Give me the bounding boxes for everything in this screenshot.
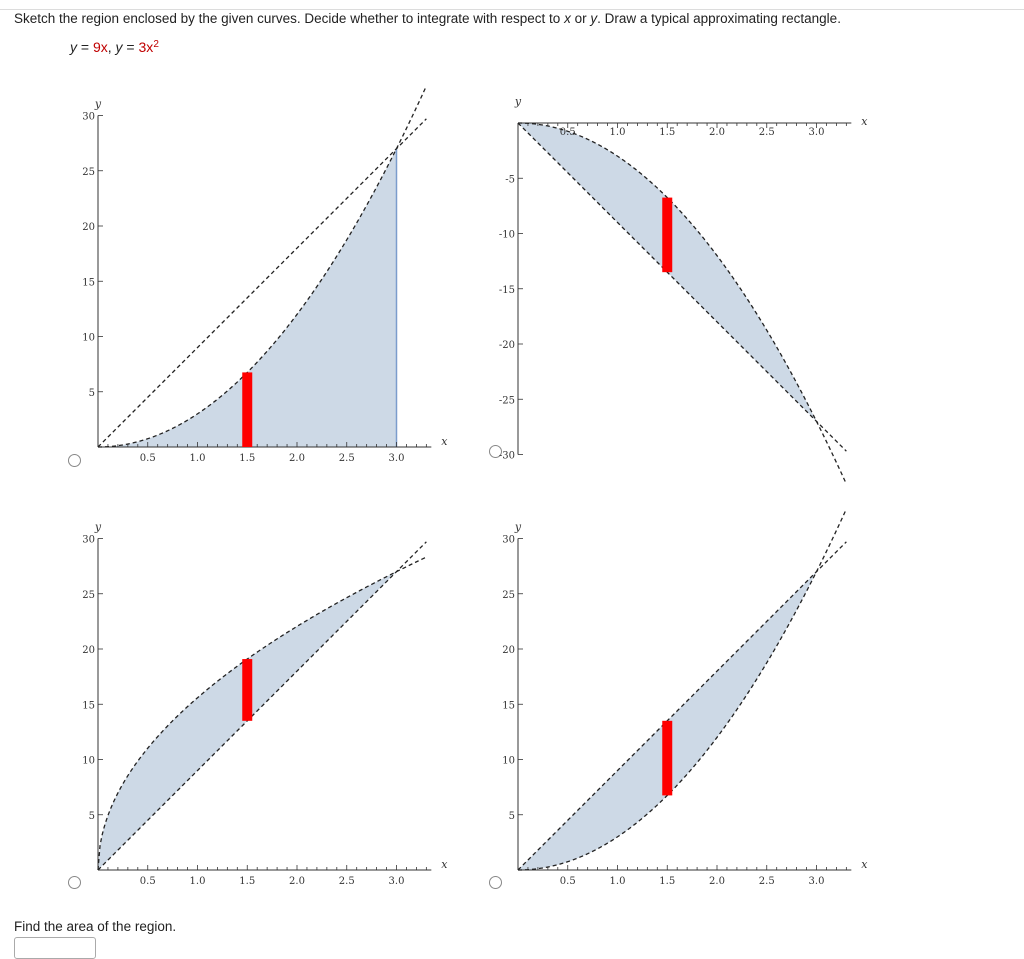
x-tick-label: 0.5: [560, 876, 576, 887]
option-3-plot: 0.5 1.0 1.5 2.0 2.5 3.0 5 10 15 20 25 30 x y: [82, 521, 448, 888]
y-tick-label: 25: [82, 590, 95, 601]
option-2-plot: 0.5 1.0 1.5 2.0 2.5 3.0 -5 -10 -15 -20 -25 -30 x y: [499, 95, 868, 485]
x-tick-label: 2.5: [339, 453, 355, 464]
y-tick-label: -15: [499, 285, 515, 296]
y-axis-label: y: [514, 95, 522, 108]
area-answer-input[interactable]: [14, 937, 96, 959]
shaded-region: [98, 148, 397, 447]
option-4-plot: 0.5 1.0 1.5 2.0 2.5 3.0 5 10 15 20 25 30 x y: [502, 508, 868, 887]
x-tick-label: 2.0: [289, 876, 305, 887]
x-tick-label: 3.0: [389, 453, 405, 464]
y-axis-label: y: [94, 521, 102, 534]
option-4-radio[interactable]: [489, 876, 502, 889]
curve-lower: [97, 541, 427, 871]
y-tick-label: 10: [82, 756, 95, 767]
y-tick-label: 10: [82, 333, 95, 344]
x-tick-label: 1.5: [659, 127, 675, 138]
option-3-radio[interactable]: [68, 876, 81, 889]
x-axis-label: x: [441, 435, 448, 448]
y-tick-label: -30: [499, 451, 515, 462]
curve-lower: [97, 85, 427, 448]
x-tick-label: 1.5: [239, 876, 255, 887]
y-tick-label: 15: [502, 700, 515, 711]
y-tick-label: 25: [502, 590, 515, 601]
y-tick-label: 20: [82, 222, 95, 233]
x-tick-label: 0.5: [140, 453, 156, 464]
x-tick-label: 3.0: [389, 876, 405, 887]
x-tick-label: 1.0: [190, 453, 206, 464]
y-tick-label: -20: [499, 340, 515, 351]
curve-upper: [517, 541, 847, 871]
x-tick-label: 2.5: [759, 127, 775, 138]
question-prompt: Sketch the region enclosed by the given …: [14, 11, 841, 26]
curve-lower: [517, 122, 847, 452]
y-tick-label: 15: [82, 700, 95, 711]
x-tick-label: 3.0: [809, 127, 825, 138]
y-tick-label: -25: [499, 395, 515, 406]
y-tick-label: 5: [89, 388, 95, 399]
curve-equations: y = 9x, y = 3x2: [70, 39, 159, 55]
x-axis-label: x: [861, 858, 868, 871]
x-tick-label: 2.5: [759, 876, 775, 887]
x-tick-label: 1.5: [659, 876, 675, 887]
option-1-plot: 0.5 1.0 1.5 2.0 2.5 3.0 5 10 15 20 25 30 x y: [82, 85, 448, 464]
option-2-radio[interactable]: [489, 445, 502, 458]
y-tick-label: 10: [502, 756, 515, 767]
y-tick-label: 15: [82, 277, 95, 288]
y-tick-label: -5: [505, 174, 515, 185]
x-axis-label: x: [441, 858, 448, 871]
x-tick-label: 0.5: [140, 876, 156, 887]
curve-upper: [517, 122, 847, 485]
find-area-label: Find the area of the region.: [14, 919, 177, 934]
x-tick-label: 3.0: [809, 876, 825, 887]
curve-upper: [97, 556, 427, 871]
y-tick-label: -10: [499, 230, 515, 241]
y-axis-label: y: [514, 521, 522, 534]
approximating-rectangle: [242, 659, 253, 721]
x-tick-label: 2.5: [339, 876, 355, 887]
y-tick-label: 30: [502, 535, 515, 546]
y-axis-label: y: [94, 98, 102, 111]
curve-lower: [517, 508, 847, 871]
option-1-radio[interactable]: [68, 454, 81, 467]
y-tick-label: 20: [502, 645, 515, 656]
approximating-rectangle: [242, 372, 253, 447]
x-tick-label: 2.0: [289, 453, 305, 464]
top-divider: [0, 0, 1024, 10]
approximating-rectangle: [662, 197, 673, 273]
x-tick-label: 2.0: [709, 127, 725, 138]
y-tick-label: 5: [89, 811, 95, 822]
x-tick-label: 1.0: [190, 876, 206, 887]
x-tick-label: 0.5: [560, 127, 576, 138]
x-tick-label: 1.0: [610, 876, 626, 887]
approximating-rectangle: [662, 720, 673, 796]
curve-upper: [97, 118, 427, 448]
y-tick-label: 30: [82, 112, 95, 123]
y-tick-label: 25: [82, 167, 95, 178]
x-tick-label: 1.5: [239, 453, 255, 464]
y-tick-label: 30: [82, 535, 95, 546]
y-tick-label: 20: [82, 645, 95, 656]
x-tick-label: 1.0: [610, 127, 626, 138]
x-tick-label: 2.0: [709, 876, 725, 887]
x-axis-label: x: [861, 115, 868, 128]
y-tick-label: 5: [509, 811, 515, 822]
